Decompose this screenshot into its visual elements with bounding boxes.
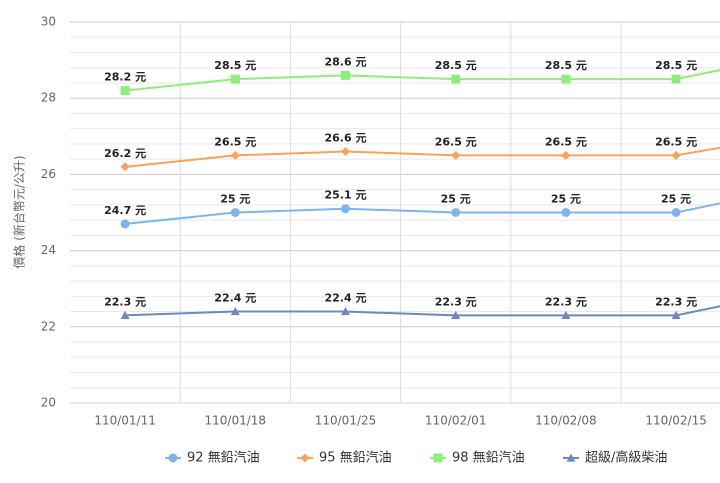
x-tick-label: 110/01/25 <box>315 414 377 428</box>
marker <box>230 74 240 84</box>
marker <box>561 208 571 217</box>
y-tick-label: 24 <box>41 243 56 257</box>
data-label: 25 元 <box>441 193 471 206</box>
data-label: 28.5 元 <box>214 59 256 72</box>
data-label: 28.5 元 <box>545 59 587 72</box>
data-label: 26.5 元 <box>214 135 256 148</box>
data-label: 26.5 元 <box>435 135 477 148</box>
data-label: 26.2 元 <box>104 147 146 160</box>
x-tick-label: 110/02/01 <box>425 414 487 428</box>
data-label: 22.4 元 <box>214 292 256 305</box>
legend-label: 超級/高級柴油 <box>585 450 667 466</box>
marker <box>671 310 681 319</box>
data-label: 25 元 <box>661 193 691 206</box>
legend-label: 95 無鉛汽油 <box>319 451 392 466</box>
legend-label: 92 無鉛汽油 <box>187 451 260 466</box>
marker <box>561 74 571 84</box>
legend-label: 98 無鉛汽油 <box>452 451 525 466</box>
marker <box>451 208 461 217</box>
marker <box>671 150 681 160</box>
x-tick-label: 110/01/18 <box>205 414 267 428</box>
marker <box>451 74 461 84</box>
x-tick-label: 110/02/15 <box>645 414 707 428</box>
marker <box>230 208 240 217</box>
marker <box>341 70 350 80</box>
y-tick-label: 30 <box>41 15 56 29</box>
data-label: 22.4 元 <box>325 292 367 305</box>
marker <box>120 219 130 229</box>
marker <box>561 310 571 319</box>
marker <box>451 310 461 319</box>
data-label: 28.5 元 <box>435 59 477 72</box>
marker <box>120 86 130 96</box>
marker <box>561 150 571 160</box>
marker <box>433 453 443 463</box>
data-label: 28.6 元 <box>325 55 367 68</box>
marker <box>341 204 350 214</box>
data-label: 25.1 元 <box>325 189 367 202</box>
marker <box>230 150 240 160</box>
data-label: 22.3 元 <box>435 295 477 308</box>
marker <box>168 453 178 463</box>
data-label: 28.2 元 <box>104 71 146 84</box>
x-tick-label: 110/01/11 <box>94 414 156 428</box>
marker <box>230 307 240 316</box>
marker <box>671 208 681 217</box>
data-label: 22.3 元 <box>104 295 146 308</box>
data-label: 22.3 元 <box>655 295 697 308</box>
marker <box>341 307 350 316</box>
data-label: 28.5 元 <box>655 59 697 72</box>
y-tick-label: 28 <box>41 91 56 105</box>
plot-area: 24.7 元 25 元 25.1 元 25 元 25 元 25 元 26.2 元 26.5 元… <box>70 21 720 404</box>
marker <box>451 150 461 160</box>
data-label: 25 元 <box>551 193 581 206</box>
y-tick-label: 20 <box>41 396 56 410</box>
data-label: 24.7 元 <box>104 204 146 217</box>
data-label: 26.5 元 <box>545 135 587 148</box>
data-label: 26.6 元 <box>325 132 367 145</box>
marker <box>671 74 681 84</box>
data-label: 26.5 元 <box>655 135 697 148</box>
y-tick-label: 26 <box>41 167 56 181</box>
marker <box>120 310 130 319</box>
y-tick-label: 22 <box>41 319 56 333</box>
marker <box>566 453 576 462</box>
marker <box>120 162 130 172</box>
x-tick-label: 110/02/08 <box>535 414 597 428</box>
y-axis-label: 價格 (新台幣元/公升) <box>12 155 27 268</box>
data-label: 25 元 <box>220 193 250 206</box>
marker <box>300 453 310 463</box>
marker <box>341 147 350 157</box>
data-label: 22.3 元 <box>545 295 587 308</box>
series-line <box>124 202 720 225</box>
